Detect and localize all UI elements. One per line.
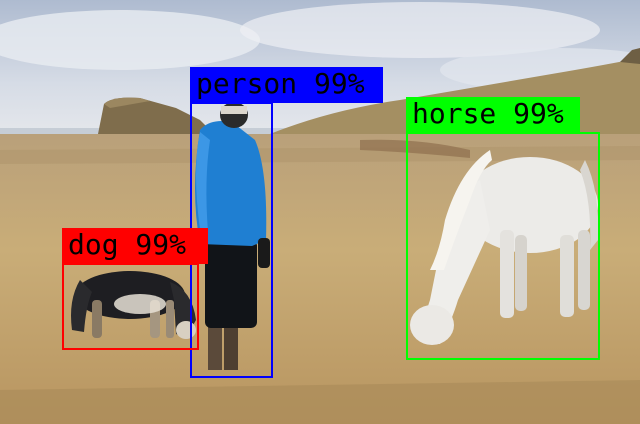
dog-bounding-box bbox=[62, 263, 199, 350]
person-detection-label: person 99% bbox=[190, 67, 383, 103]
headland bbox=[98, 97, 214, 134]
horse bbox=[410, 150, 599, 345]
horse-detection-label: horse 99% bbox=[406, 97, 580, 133]
dog-detection-label: dog 99% bbox=[62, 228, 208, 264]
person bbox=[195, 102, 270, 370]
horse-bounding-box bbox=[406, 132, 600, 360]
